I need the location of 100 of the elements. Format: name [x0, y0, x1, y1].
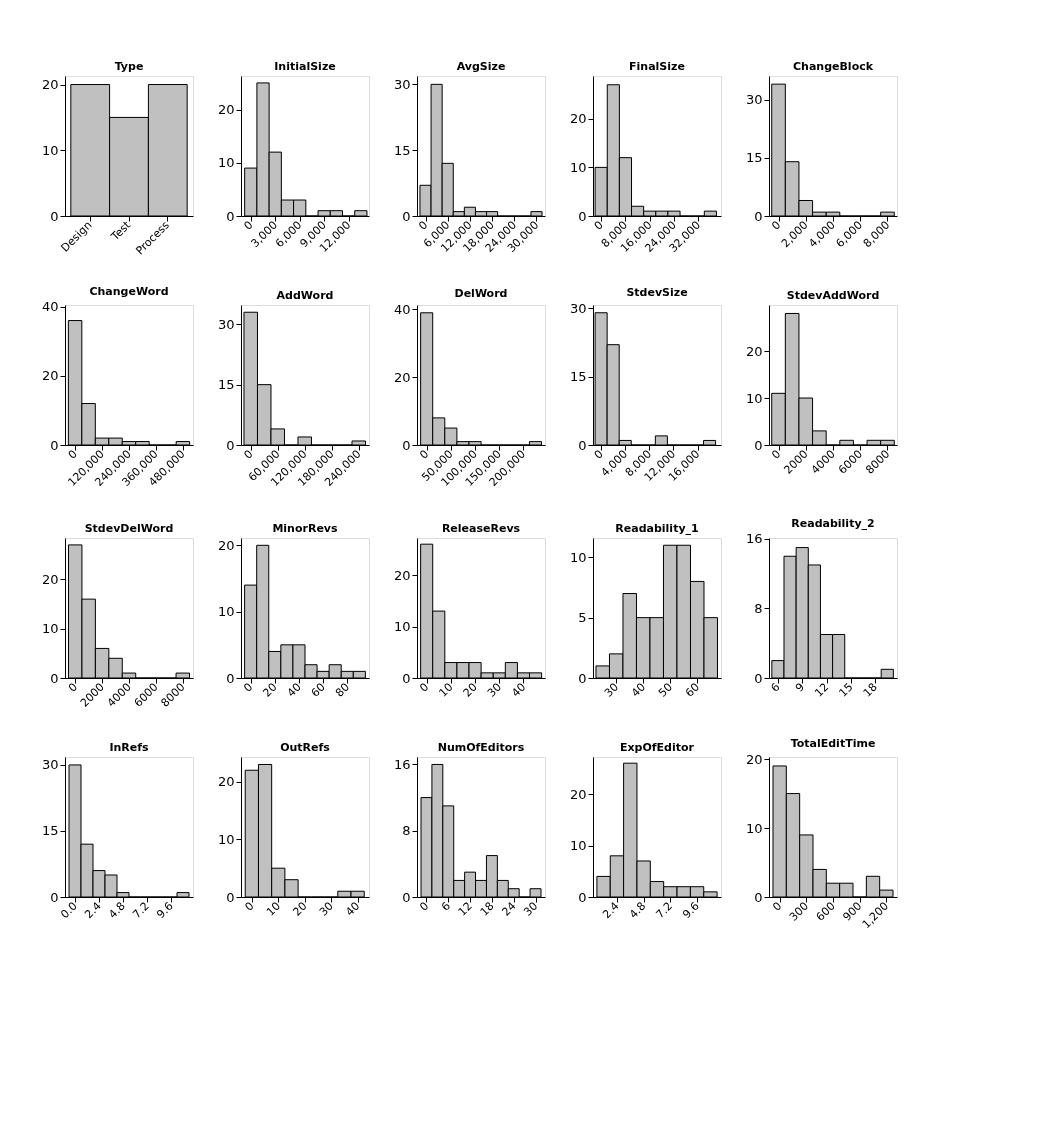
- y-tick-label: 30: [569, 300, 587, 316]
- y-tick-label: 15: [745, 150, 763, 166]
- chart-title: InitialSize: [274, 60, 336, 73]
- y-tick-label: 20: [217, 102, 235, 118]
- x-tick-label: 2.4: [82, 899, 104, 922]
- y-tick-label: 10: [217, 604, 235, 620]
- y-tick-label: 30: [745, 92, 763, 108]
- y-tick-label: 16: [745, 531, 763, 547]
- chart-title: AddWord: [276, 289, 334, 302]
- chart-title: MinorRevs: [272, 522, 339, 535]
- x-tick-label: 0: [591, 447, 606, 462]
- y-tick-label: 10: [569, 838, 587, 854]
- chart-title: Readability_2: [791, 516, 875, 530]
- y-tick-label: 8: [402, 823, 411, 839]
- y-tick-label: 30: [217, 316, 235, 332]
- x-tick-label: 12: [455, 899, 475, 919]
- x-tick-label: 7.2: [653, 899, 676, 922]
- x-tick-label: 0: [591, 218, 606, 233]
- x-tick-label: 60: [308, 680, 328, 700]
- chart-title: ReleaseRevs: [441, 522, 521, 535]
- y-tick-label: 20: [569, 111, 587, 127]
- x-tick-label: Test: [108, 218, 134, 244]
- chart-title: ChangeWord: [89, 284, 169, 298]
- y-tick-label: 10: [745, 390, 763, 406]
- x-tick-label: 0: [417, 899, 432, 914]
- x-tick-label: 10: [263, 899, 284, 919]
- x-tick-label: 9.6: [680, 899, 702, 922]
- y-tick-label: 10: [217, 831, 235, 847]
- y-tick-label: 40: [41, 299, 59, 315]
- y-tick-label: 15: [569, 369, 587, 385]
- x-tick-label: 600: [813, 899, 838, 924]
- x-tick-label: 40: [628, 680, 648, 700]
- x-tick-label: 50: [655, 680, 675, 700]
- x-tick-label: 0: [769, 218, 784, 233]
- x-tick-label: 40: [509, 680, 529, 700]
- x-tick-label: 0: [770, 899, 785, 914]
- x-tick-label: 0: [242, 899, 257, 914]
- y-tick-label: 16: [393, 756, 411, 772]
- x-tick-label: 12: [812, 680, 832, 700]
- y-tick-label: 20: [393, 369, 411, 385]
- x-tick-label: 6: [768, 680, 783, 695]
- y-tick-label: 30: [41, 757, 59, 773]
- x-tick-label: 0: [241, 218, 256, 233]
- x-tick-label: 0: [769, 447, 784, 462]
- y-tick-label: 20: [745, 751, 763, 767]
- y-tick-label: 8: [754, 600, 763, 616]
- x-tick-label: 6: [438, 899, 454, 914]
- y-tick-label: 20: [393, 567, 411, 583]
- y-tick-label: 20: [41, 571, 59, 587]
- x-tick-label: 30: [316, 899, 336, 919]
- x-tick-label: 10: [436, 680, 456, 700]
- x-tick-label: 40: [343, 899, 363, 919]
- chart-title: Type: [114, 60, 144, 73]
- y-tick-label: 10: [569, 159, 587, 175]
- y-tick-label: 10: [41, 621, 59, 637]
- chart-title: DelWord: [454, 287, 508, 301]
- y-tick-label: 30: [393, 76, 411, 92]
- y-tick-label: 15: [217, 377, 235, 393]
- chart-title: InRefs: [109, 741, 150, 754]
- x-tick-label: 30: [601, 680, 621, 700]
- y-tick-label: 20: [217, 537, 235, 553]
- chart-title: NumOfEditors: [437, 741, 525, 754]
- y-tick-label: 20: [41, 77, 59, 93]
- y-tick-label: 20: [41, 368, 59, 384]
- y-tick-label: 15: [41, 823, 59, 839]
- y-tick-label: 10: [569, 549, 587, 565]
- x-tick-label: 24: [499, 899, 519, 919]
- chart-title: StdevAddWord: [786, 289, 880, 302]
- x-tick-label: 4.8: [626, 899, 649, 922]
- y-tick-label: 20: [569, 786, 587, 802]
- y-tick-label: 10: [41, 142, 59, 158]
- chart-title: ExpOfEditor: [619, 741, 695, 754]
- x-tick-label: 40: [284, 680, 304, 700]
- chart-title: Readability_1: [615, 522, 699, 535]
- x-tick-label: 80: [332, 680, 353, 700]
- y-tick-label: 40: [393, 301, 411, 317]
- x-tick-label: 20: [260, 680, 280, 700]
- chart-title: FinalSize: [629, 60, 685, 73]
- y-tick-label: 15: [393, 142, 411, 158]
- chart-title: TotalEditTime: [790, 737, 876, 751]
- chart-title: AvgSize: [456, 60, 506, 73]
- x-tick-label: 0: [417, 680, 432, 695]
- chart-title: OutRefs: [280, 741, 331, 754]
- chart-title: StdevSize: [626, 286, 688, 300]
- x-tick-label: 4.8: [106, 899, 128, 922]
- x-tick-label: 0: [65, 680, 80, 695]
- x-tick-label: 9.6: [154, 899, 176, 922]
- chart-title: StdevDelWord: [84, 522, 174, 535]
- x-tick-label: 30: [484, 680, 505, 700]
- x-tick-label: 60: [682, 680, 702, 700]
- x-tick-label: 0: [241, 680, 256, 695]
- x-tick-label: 20: [460, 680, 480, 700]
- x-tick-label: 7.2: [130, 899, 152, 922]
- chart-title: ChangeBlock: [792, 60, 874, 73]
- y-tick-label: 10: [217, 155, 235, 171]
- x-tick-label: 15: [836, 680, 856, 700]
- x-tick-label: 30: [521, 899, 541, 919]
- x-tick-label: 18: [860, 680, 880, 700]
- y-tick-label: 10: [745, 820, 763, 836]
- x-tick-label: 18: [477, 899, 497, 919]
